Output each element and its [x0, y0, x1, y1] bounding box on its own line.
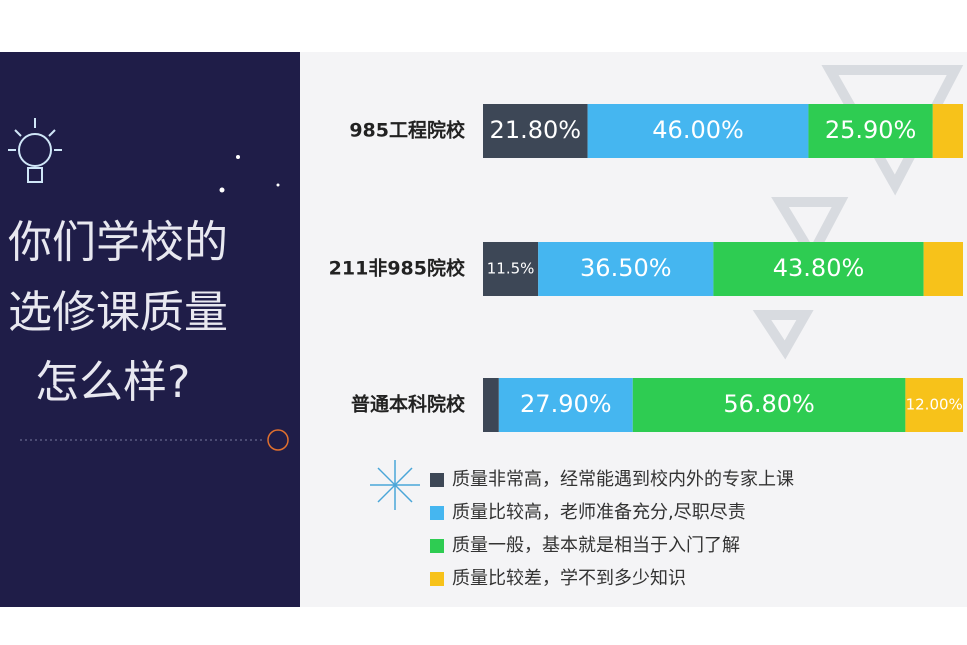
bar-segment	[538, 242, 714, 296]
category-label: 985工程院校	[349, 119, 466, 142]
decor-stars	[219, 155, 280, 193]
value-label: 56.80%	[723, 390, 815, 418]
category-label: 211非985院校	[329, 257, 466, 280]
legend-label: 质量一般，基本就是相当于入门了解	[452, 535, 740, 556]
legend-label: 质量比较差，学不到多少知识	[452, 568, 686, 589]
arrow-icon	[267, 429, 289, 451]
bar-segment	[498, 378, 633, 432]
category-label: 普通本科院校	[351, 393, 466, 416]
value-label: 21.80%	[490, 116, 582, 144]
legend-label: 质量比较高，老师准备充分,尽职尽责	[452, 502, 746, 523]
bar-segment	[713, 242, 924, 296]
value-label: 46.00%	[652, 116, 744, 144]
bar-segment	[483, 242, 539, 296]
title-line: 选修课质量	[8, 287, 228, 338]
value-label: 12.00%	[906, 396, 963, 414]
bar-segment	[483, 104, 588, 158]
bar-segment	[587, 104, 809, 158]
legend-label: 质量非常高，经常能遇到校内外的专家上课	[452, 469, 794, 490]
bar-segment	[923, 242, 963, 296]
legend-swatch	[430, 506, 444, 520]
bar-segment	[932, 104, 963, 158]
value-label: 36.50%	[580, 254, 672, 282]
legend-swatch	[430, 572, 444, 586]
bar-segment	[632, 378, 906, 432]
legend-swatch	[430, 473, 444, 487]
legend-swatch	[430, 539, 444, 553]
value-label: 43.80%	[773, 254, 865, 282]
value-label: 27.90%	[520, 390, 612, 418]
title-line: 你们学校的	[8, 217, 228, 268]
bulb-icon	[8, 118, 62, 183]
title-line: 怎么样?	[35, 357, 190, 408]
value-label: 11.5%	[487, 260, 535, 278]
bar-segment	[905, 378, 963, 432]
bar-segment	[483, 378, 499, 432]
bar-segment	[808, 104, 933, 158]
legend-decor	[370, 460, 420, 510]
value-label: 25.90%	[825, 116, 917, 144]
